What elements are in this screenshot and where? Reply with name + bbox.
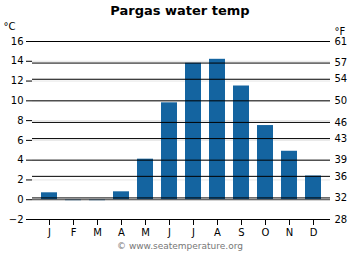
svg-text:28: 28: [335, 214, 348, 225]
svg-text:M: M: [141, 227, 150, 238]
svg-text:4: 4: [17, 154, 23, 165]
svg-text:57: 57: [335, 57, 348, 68]
svg-text:14: 14: [11, 55, 24, 66]
svg-text:36: 36: [335, 171, 348, 182]
svg-text:2: 2: [17, 174, 23, 185]
svg-text:61: 61: [335, 36, 348, 47]
html-text:Pargas water temp: Pargas water temp: [110, 3, 250, 18]
svg-text:J: J: [47, 227, 51, 238]
svg-text:N: N: [286, 227, 293, 238]
svg-text:16: 16: [11, 36, 24, 47]
svg-text:F: F: [71, 227, 77, 238]
svg-text:°F: °F: [335, 26, 346, 37]
svg-text:54: 54: [335, 73, 348, 84]
svg-text:46: 46: [335, 117, 348, 128]
svg-text:32: 32: [335, 192, 348, 203]
svg-text:D: D: [310, 227, 318, 238]
svg-text:43: 43: [335, 133, 348, 144]
svg-text:J: J: [191, 227, 195, 238]
svg-text:°C: °C: [4, 21, 16, 32]
svg-text:A: A: [118, 227, 125, 238]
svg-text:39: 39: [335, 154, 348, 165]
svg-text:50: 50: [335, 95, 348, 106]
html-text:© www.seatemperature.org: © www.seatemperature.org: [117, 241, 243, 251]
svg-text:J: J: [167, 227, 171, 238]
svg-text:S: S: [238, 227, 244, 238]
svg-text:12: 12: [11, 75, 24, 86]
svg-text:O: O: [262, 227, 270, 238]
svg-text:A: A: [214, 227, 221, 238]
svg-text:6: 6: [17, 135, 23, 146]
svg-text:−2: −2: [9, 214, 24, 225]
svg-text:0: 0: [17, 194, 23, 205]
svg-text:10: 10: [11, 95, 24, 106]
svg-text:8: 8: [17, 115, 23, 126]
svg-text:M: M: [93, 227, 102, 238]
